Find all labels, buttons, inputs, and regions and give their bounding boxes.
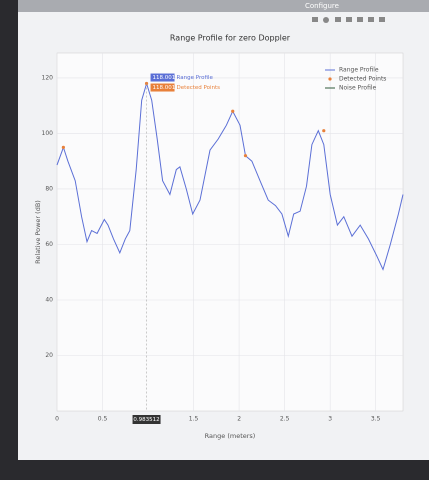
y-tick-label: 100	[42, 130, 54, 137]
legend-swatch	[328, 77, 332, 81]
detected-point[interactable]	[61, 145, 65, 149]
x-axis-label: Range (meters)	[205, 432, 256, 440]
icon[interactable]	[312, 17, 318, 22]
x-tick-label: 2	[237, 416, 241, 423]
icon[interactable]	[346, 17, 352, 22]
hover-box	[150, 73, 175, 82]
y-tick-label: 40	[45, 296, 53, 303]
x-tick-label: 2.5	[280, 416, 290, 423]
x-tick-label: 3.5	[371, 416, 381, 423]
icon[interactable]	[357, 17, 363, 22]
top-bar-title[interactable]: Configure	[305, 2, 339, 10]
hover-name: Range Profile	[177, 75, 214, 81]
icon[interactable]	[323, 17, 329, 23]
y-axis-label: Relative Power (dB)	[34, 200, 42, 264]
x-tick-label: 1.5	[189, 416, 199, 423]
icon[interactable]	[368, 17, 374, 22]
detected-point[interactable]	[322, 129, 326, 133]
x-tick-label: 3	[328, 416, 332, 423]
y-tick-label: 60	[45, 241, 53, 248]
hover-box	[150, 83, 175, 92]
x-tick-label: 0	[55, 416, 59, 423]
x-tick-label: 0.5	[98, 416, 108, 423]
icon[interactable]	[379, 17, 385, 22]
range-profile-line	[56, 81, 404, 271]
hover-value: 118.001	[153, 75, 176, 81]
hover-value: 118.001	[153, 85, 176, 91]
toolbar-icons	[312, 17, 385, 23]
detected-point[interactable]	[231, 109, 235, 113]
hover-x-box	[132, 415, 161, 424]
detected-point[interactable]	[243, 154, 248, 158]
y-tick-label: 20	[45, 352, 53, 359]
legend-label[interactable]: Detected Points	[339, 76, 386, 83]
legend-label[interactable]: Range Profile	[339, 67, 379, 74]
legend-label[interactable]: Noise Profile	[339, 85, 377, 92]
plot-area	[56, 52, 404, 412]
hover-x-label: 0.983512	[133, 417, 159, 423]
icon[interactable]	[335, 17, 341, 22]
y-tick-label: 80	[45, 185, 53, 192]
chart-title: Range Profile for zero Doppler	[170, 34, 291, 43]
hover-name: Detected Points	[177, 85, 221, 91]
top-bar	[18, 0, 429, 12]
y-tick-label: 120	[42, 74, 54, 81]
